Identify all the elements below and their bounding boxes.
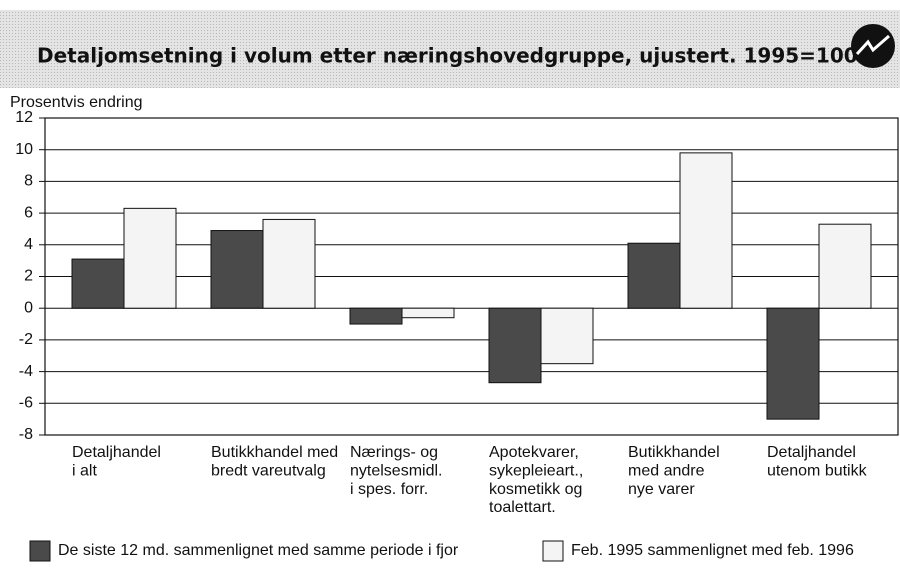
x-tick-label: Butikkhandel med bredt vareutvalg <box>211 444 338 479</box>
y-axis-label: Prosentvis endring <box>10 94 143 111</box>
bar <box>627 242 681 309</box>
y-tick-label: 6 <box>24 204 33 221</box>
y-tick-label: -2 <box>19 331 33 348</box>
bar <box>488 307 542 384</box>
bar <box>818 223 872 309</box>
x-tick-label: Nærings- og nytelsesmidl. i spes. forr. <box>350 444 442 498</box>
y-tick-label: -4 <box>19 363 33 380</box>
bar <box>210 230 264 309</box>
x-tick-label: Detaljhandel i alt <box>72 444 161 479</box>
bar <box>262 218 316 309</box>
chart-title: Detaljomsetning i volum etter næringshov… <box>37 44 858 68</box>
y-tick-label: 0 <box>24 299 33 316</box>
y-tick-label: -8 <box>19 426 33 443</box>
y-tick-label: 4 <box>24 236 33 253</box>
y-tick-label: -6 <box>19 395 33 412</box>
bar <box>401 307 455 319</box>
logo <box>851 24 895 68</box>
legend-label: Feb. 1995 sammenlignet med feb. 1996 <box>571 542 854 559</box>
bar <box>123 207 177 309</box>
plot-frame <box>44 117 899 436</box>
y-tick-label: 10 <box>15 141 33 158</box>
bar <box>766 307 820 420</box>
x-tick-label: Butikkhandel med andre nye varer <box>628 444 720 498</box>
bar <box>349 307 403 325</box>
bar <box>679 152 733 309</box>
legend-swatch <box>542 540 564 562</box>
y-tick-label: 12 <box>15 109 33 126</box>
x-tick-label: Detaljhandel utenom butikk <box>767 444 868 479</box>
y-tick-label: 8 <box>24 173 33 190</box>
bar <box>540 307 594 365</box>
title-band <box>0 10 900 88</box>
y-tick-label: 2 <box>24 268 33 285</box>
legend-label: De siste 12 md. sammenlignet med samme p… <box>58 542 459 559</box>
legend-swatch <box>29 540 51 562</box>
x-tick-label: Apotekvarer, sykepleieart., kosmetikk og to… <box>489 444 583 516</box>
bar <box>71 258 125 309</box>
